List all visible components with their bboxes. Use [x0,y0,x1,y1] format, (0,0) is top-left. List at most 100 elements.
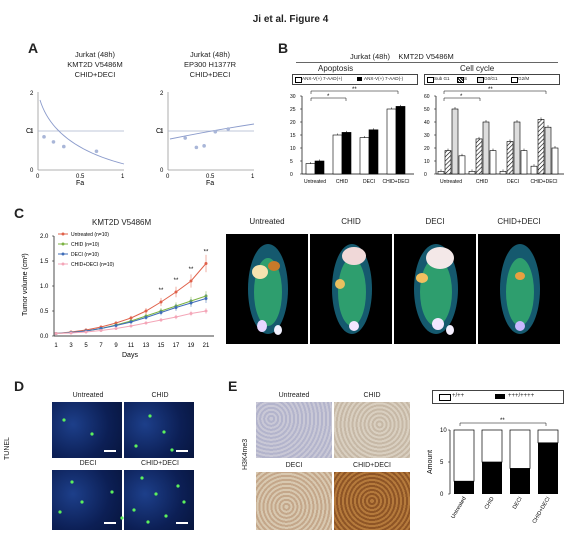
e-bar-high [538,442,558,494]
b-cc-legend: Sub G1 S G0/G1 G2/M [424,74,560,85]
b-apo-bar [395,106,406,175]
e-category: CHID+DECI [532,496,552,525]
b-cellcycle-chart: 0 10 20 30 40 50 60 Untreated CHID DECI CHID+DECI… [424,87,564,185]
b-cc-ytick: 50 [424,107,430,113]
e-legend-swatch-1 [495,394,505,399]
b-apo-bar [368,129,379,175]
e-bar-high [510,468,530,494]
b-header: Jurkat (48h) KMT2D V5486M [350,52,454,61]
e-amount-chart: 0 5 10 Untreated CHID DECI CHID+DECI ** Amoun… [427,418,559,525]
tunel-positive-cell [146,520,150,524]
e-title-chid-deci: CHID+DECI [353,462,391,469]
tunel-positive-cell [182,500,186,504]
c-legend-marker [61,232,65,236]
c-xtick: 7 [99,343,103,349]
b-cc-sig-0: * [460,94,463,100]
c-legend-item: DECI (n=10) [71,252,99,258]
panel-label-d: D [14,378,25,394]
c-legend-marker [61,252,65,256]
d-ylabel: TUNEL [4,437,11,460]
pet-title-deci: DECI [425,217,445,226]
b-apo-sig-1: ** [352,87,357,93]
ci-point [62,144,66,149]
c-xtick: 9 [114,343,118,349]
c-sig-mark: ** [189,267,194,273]
c-xtick: 11 [128,343,135,349]
b-cc-bar [544,126,552,175]
b-apo-legend: ANX-V(+) 7-AAD(+) ANX-V(+) 7-AAD(-) [292,74,418,85]
a-right-xtick-0: 0 [166,174,170,180]
b-apo-ytick: 25 [290,107,296,113]
b-cc-legend-swatch-2 [477,77,484,83]
a-left-line3: CHID+DECI [74,70,116,79]
b-cc-ytick: 10 [424,159,430,165]
c-legend-marker [61,262,65,266]
a-right-ytick-0: 0 [160,168,164,174]
a-left-ytick-1: 1 [30,129,34,135]
c-legend-item: Untreated (n=10) [71,232,109,238]
b-cc-bar [489,150,497,175]
b-apo-category: CHID+DECI [382,179,409,185]
ci-point [213,129,218,134]
e-image-deci [256,472,332,530]
c-xtick: 15 [158,343,165,349]
b-header-rule [296,62,558,63]
b-apo-legend-0: ANX-V(+) 7-AAD(+) [302,76,343,81]
a-right-ytick-2: 2 [160,91,164,97]
b-cc-ytick: 20 [424,146,430,152]
b-cc-ytick: 60 [424,94,430,100]
b-apo-category: Untreated [304,179,326,185]
tunel-positive-cell [134,444,138,448]
tunel-positive-cell [70,480,74,484]
a-left-ylabel: CI [26,128,33,135]
pet-title-chid: CHID [341,217,361,226]
pet-image-chid [310,234,392,344]
a-left-ytick-0: 0 [30,168,34,174]
c-xtick: 17 [173,343,180,349]
b-cc-legend-1: S [464,76,468,81]
b-cc-bar [451,108,459,175]
ci-point [51,140,56,144]
b-cc-bar [506,141,514,175]
d-image-untreated [52,402,122,458]
pet-title-chid-deci: CHID+DECI [497,217,541,226]
e-image-chid-deci [334,472,410,530]
b-apo-legend-swatch-0 [295,77,302,83]
b-apo-category: DECI [363,179,375,185]
c-legend-item: CHID+DECI (n=10) [71,262,114,268]
a-right-xtick-1: 0.5 [206,174,215,180]
a-right-xlabel: Fa [206,180,214,186]
b-apo-ytick: 30 [290,94,296,100]
e-legend-0: +/++ [452,393,465,399]
b-cc-bar [499,171,507,175]
c-ytick: 0.5 [40,309,49,315]
e-image-untreated [256,402,332,458]
d-title-untreated: Untreated [72,392,104,399]
tunel-positive-cell [164,514,168,518]
tunel-positive-cell [110,490,114,494]
e-legend-swatch-0 [439,394,451,401]
c-xtick: 3 [69,343,73,349]
panel-label-c: C [14,205,25,221]
b-apo-category: CHID [336,179,349,185]
tunel-positive-cell [140,476,144,480]
c-xtick: 13 [143,343,150,349]
c-xtick: 19 [188,343,195,349]
a-right-plot: 2 1 0 CI 0 0.5 1 Fa [156,91,255,186]
a-left-xtick-2: 1 [121,174,125,180]
b-cc-ytick: 0 [424,172,427,178]
b-apo-bar [305,163,316,175]
d-title-deci: DECI [79,460,97,467]
ci-point [194,145,199,150]
e-bar-ylabel: Amount [427,450,434,474]
b-cc-legend-swatch-3 [511,77,518,83]
d-image-chid [124,402,194,458]
tunel-positive-cell [132,508,136,512]
b-cc-bar [551,147,559,175]
b-apo-ytick: 5 [290,159,293,165]
pet-image-deci [394,234,476,344]
scale-bar [104,522,116,524]
b-apo-legend-swatch-1 [357,77,362,81]
b-apo-bar [341,132,352,175]
a-left-ytick-2: 2 [30,91,34,97]
